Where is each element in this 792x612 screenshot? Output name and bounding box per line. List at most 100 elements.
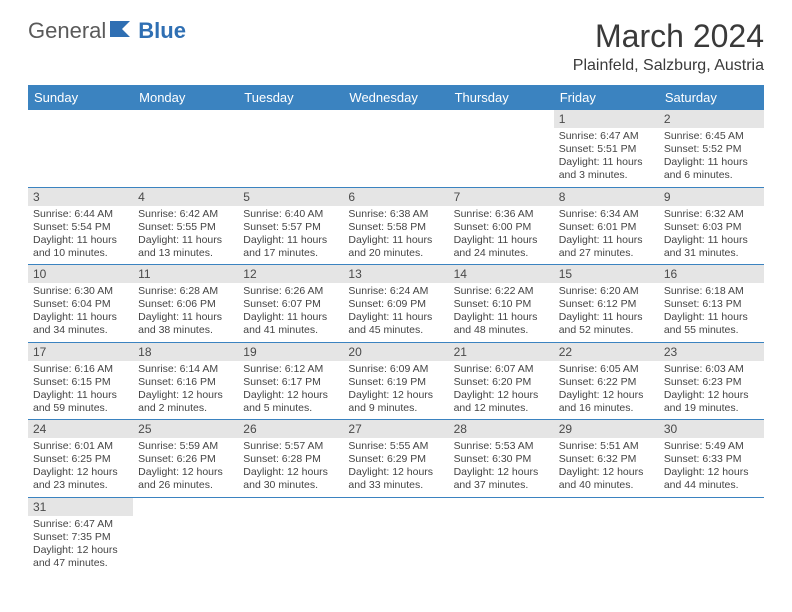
calendar-day-cell: 14Sunrise: 6:22 AMSunset: 6:10 PMDayligh… [449, 265, 554, 343]
calendar-day-cell: 31Sunrise: 6:47 AMSunset: 7:35 PMDayligh… [28, 497, 133, 574]
day-number: 10 [28, 265, 133, 283]
calendar-empty-cell [238, 497, 343, 574]
day-details: Sunrise: 5:53 AMSunset: 6:30 PMDaylight:… [449, 438, 554, 497]
day-details: Sunrise: 6:38 AMSunset: 5:58 PMDaylight:… [343, 206, 448, 265]
calendar-header-cell: Friday [554, 85, 659, 110]
calendar-day-cell: 21Sunrise: 6:07 AMSunset: 6:20 PMDayligh… [449, 342, 554, 420]
page-subtitle: Plainfeld, Salzburg, Austria [573, 57, 764, 75]
calendar-day-cell: 4Sunrise: 6:42 AMSunset: 5:55 PMDaylight… [133, 187, 238, 265]
day-number: 13 [343, 265, 448, 283]
calendar-week-row: 24Sunrise: 6:01 AMSunset: 6:25 PMDayligh… [28, 420, 764, 498]
calendar-table: SundayMondayTuesdayWednesdayThursdayFrid… [28, 85, 764, 574]
day-number: 31 [28, 498, 133, 516]
day-number: 29 [554, 420, 659, 438]
calendar-week-row: 31Sunrise: 6:47 AMSunset: 7:35 PMDayligh… [28, 497, 764, 574]
day-number: 16 [659, 265, 764, 283]
day-details: Sunrise: 6:05 AMSunset: 6:22 PMDaylight:… [554, 361, 659, 420]
calendar-day-cell: 24Sunrise: 6:01 AMSunset: 6:25 PMDayligh… [28, 420, 133, 498]
calendar-day-cell: 23Sunrise: 6:03 AMSunset: 6:23 PMDayligh… [659, 342, 764, 420]
calendar-day-cell: 10Sunrise: 6:30 AMSunset: 6:04 PMDayligh… [28, 265, 133, 343]
day-number: 8 [554, 188, 659, 206]
day-number: 27 [343, 420, 448, 438]
calendar-day-cell: 29Sunrise: 5:51 AMSunset: 6:32 PMDayligh… [554, 420, 659, 498]
day-number: 18 [133, 343, 238, 361]
day-details: Sunrise: 6:03 AMSunset: 6:23 PMDaylight:… [659, 361, 764, 420]
day-details: Sunrise: 6:28 AMSunset: 6:06 PMDaylight:… [133, 283, 238, 342]
calendar-day-cell: 16Sunrise: 6:18 AMSunset: 6:13 PMDayligh… [659, 265, 764, 343]
calendar-day-cell: 26Sunrise: 5:57 AMSunset: 6:28 PMDayligh… [238, 420, 343, 498]
day-details: Sunrise: 6:47 AMSunset: 7:35 PMDaylight:… [28, 516, 133, 575]
calendar-header-cell: Monday [133, 85, 238, 110]
day-number: 2 [659, 110, 764, 128]
header: General Blue March 2024 Plainfeld, Salzb… [0, 0, 792, 79]
day-details: Sunrise: 6:09 AMSunset: 6:19 PMDaylight:… [343, 361, 448, 420]
day-details: Sunrise: 6:30 AMSunset: 6:04 PMDaylight:… [28, 283, 133, 342]
calendar-day-cell: 19Sunrise: 6:12 AMSunset: 6:17 PMDayligh… [238, 342, 343, 420]
day-number: 19 [238, 343, 343, 361]
day-number: 30 [659, 420, 764, 438]
day-number: 20 [343, 343, 448, 361]
day-details: Sunrise: 6:24 AMSunset: 6:09 PMDaylight:… [343, 283, 448, 342]
calendar-day-cell: 9Sunrise: 6:32 AMSunset: 6:03 PMDaylight… [659, 187, 764, 265]
calendar-week-row: 3Sunrise: 6:44 AMSunset: 5:54 PMDaylight… [28, 187, 764, 265]
calendar-day-cell: 3Sunrise: 6:44 AMSunset: 5:54 PMDaylight… [28, 187, 133, 265]
calendar-header-row: SundayMondayTuesdayWednesdayThursdayFrid… [28, 85, 764, 110]
day-details: Sunrise: 6:34 AMSunset: 6:01 PMDaylight:… [554, 206, 659, 265]
calendar-week-row: 10Sunrise: 6:30 AMSunset: 6:04 PMDayligh… [28, 265, 764, 343]
day-number: 15 [554, 265, 659, 283]
calendar-header-cell: Wednesday [343, 85, 448, 110]
calendar-body: 1Sunrise: 6:47 AMSunset: 5:51 PMDaylight… [28, 110, 764, 574]
calendar-empty-cell [28, 110, 133, 187]
day-details: Sunrise: 6:07 AMSunset: 6:20 PMDaylight:… [449, 361, 554, 420]
day-number: 7 [449, 188, 554, 206]
calendar-day-cell: 2Sunrise: 6:45 AMSunset: 5:52 PMDaylight… [659, 110, 764, 187]
day-number: 1 [554, 110, 659, 128]
day-number: 25 [133, 420, 238, 438]
day-details: Sunrise: 5:55 AMSunset: 6:29 PMDaylight:… [343, 438, 448, 497]
calendar-empty-cell [343, 497, 448, 574]
day-details: Sunrise: 5:57 AMSunset: 6:28 PMDaylight:… [238, 438, 343, 497]
day-details: Sunrise: 6:12 AMSunset: 6:17 PMDaylight:… [238, 361, 343, 420]
day-number: 11 [133, 265, 238, 283]
calendar-day-cell: 25Sunrise: 5:59 AMSunset: 6:26 PMDayligh… [133, 420, 238, 498]
logo-text-general: General [28, 18, 106, 44]
day-details: Sunrise: 6:14 AMSunset: 6:16 PMDaylight:… [133, 361, 238, 420]
day-details: Sunrise: 5:51 AMSunset: 6:32 PMDaylight:… [554, 438, 659, 497]
day-number: 4 [133, 188, 238, 206]
day-number: 5 [238, 188, 343, 206]
calendar-empty-cell [133, 497, 238, 574]
calendar-header-cell: Sunday [28, 85, 133, 110]
day-number: 3 [28, 188, 133, 206]
calendar-day-cell: 27Sunrise: 5:55 AMSunset: 6:29 PMDayligh… [343, 420, 448, 498]
calendar-empty-cell [238, 110, 343, 187]
logo-text-blue: Blue [138, 18, 186, 44]
day-details: Sunrise: 6:42 AMSunset: 5:55 PMDaylight:… [133, 206, 238, 265]
day-number: 24 [28, 420, 133, 438]
day-details: Sunrise: 6:16 AMSunset: 6:15 PMDaylight:… [28, 361, 133, 420]
day-details: Sunrise: 6:18 AMSunset: 6:13 PMDaylight:… [659, 283, 764, 342]
day-details: Sunrise: 5:59 AMSunset: 6:26 PMDaylight:… [133, 438, 238, 497]
day-number: 22 [554, 343, 659, 361]
day-details: Sunrise: 6:44 AMSunset: 5:54 PMDaylight:… [28, 206, 133, 265]
calendar-week-row: 17Sunrise: 6:16 AMSunset: 6:15 PMDayligh… [28, 342, 764, 420]
day-details: Sunrise: 6:40 AMSunset: 5:57 PMDaylight:… [238, 206, 343, 265]
calendar-day-cell: 6Sunrise: 6:38 AMSunset: 5:58 PMDaylight… [343, 187, 448, 265]
day-details: Sunrise: 6:32 AMSunset: 6:03 PMDaylight:… [659, 206, 764, 265]
day-details: Sunrise: 6:01 AMSunset: 6:25 PMDaylight:… [28, 438, 133, 497]
calendar-day-cell: 11Sunrise: 6:28 AMSunset: 6:06 PMDayligh… [133, 265, 238, 343]
day-details: Sunrise: 6:20 AMSunset: 6:12 PMDaylight:… [554, 283, 659, 342]
day-details: Sunrise: 5:49 AMSunset: 6:33 PMDaylight:… [659, 438, 764, 497]
calendar-day-cell: 7Sunrise: 6:36 AMSunset: 6:00 PMDaylight… [449, 187, 554, 265]
calendar-empty-cell [449, 497, 554, 574]
calendar-day-cell: 8Sunrise: 6:34 AMSunset: 6:01 PMDaylight… [554, 187, 659, 265]
calendar-empty-cell [343, 110, 448, 187]
day-number: 6 [343, 188, 448, 206]
calendar-day-cell: 15Sunrise: 6:20 AMSunset: 6:12 PMDayligh… [554, 265, 659, 343]
calendar-day-cell: 20Sunrise: 6:09 AMSunset: 6:19 PMDayligh… [343, 342, 448, 420]
day-number: 9 [659, 188, 764, 206]
title-block: March 2024 Plainfeld, Salzburg, Austria [573, 18, 764, 75]
day-number: 28 [449, 420, 554, 438]
calendar-header-cell: Tuesday [238, 85, 343, 110]
calendar-header-cell: Thursday [449, 85, 554, 110]
day-details: Sunrise: 6:26 AMSunset: 6:07 PMDaylight:… [238, 283, 343, 342]
